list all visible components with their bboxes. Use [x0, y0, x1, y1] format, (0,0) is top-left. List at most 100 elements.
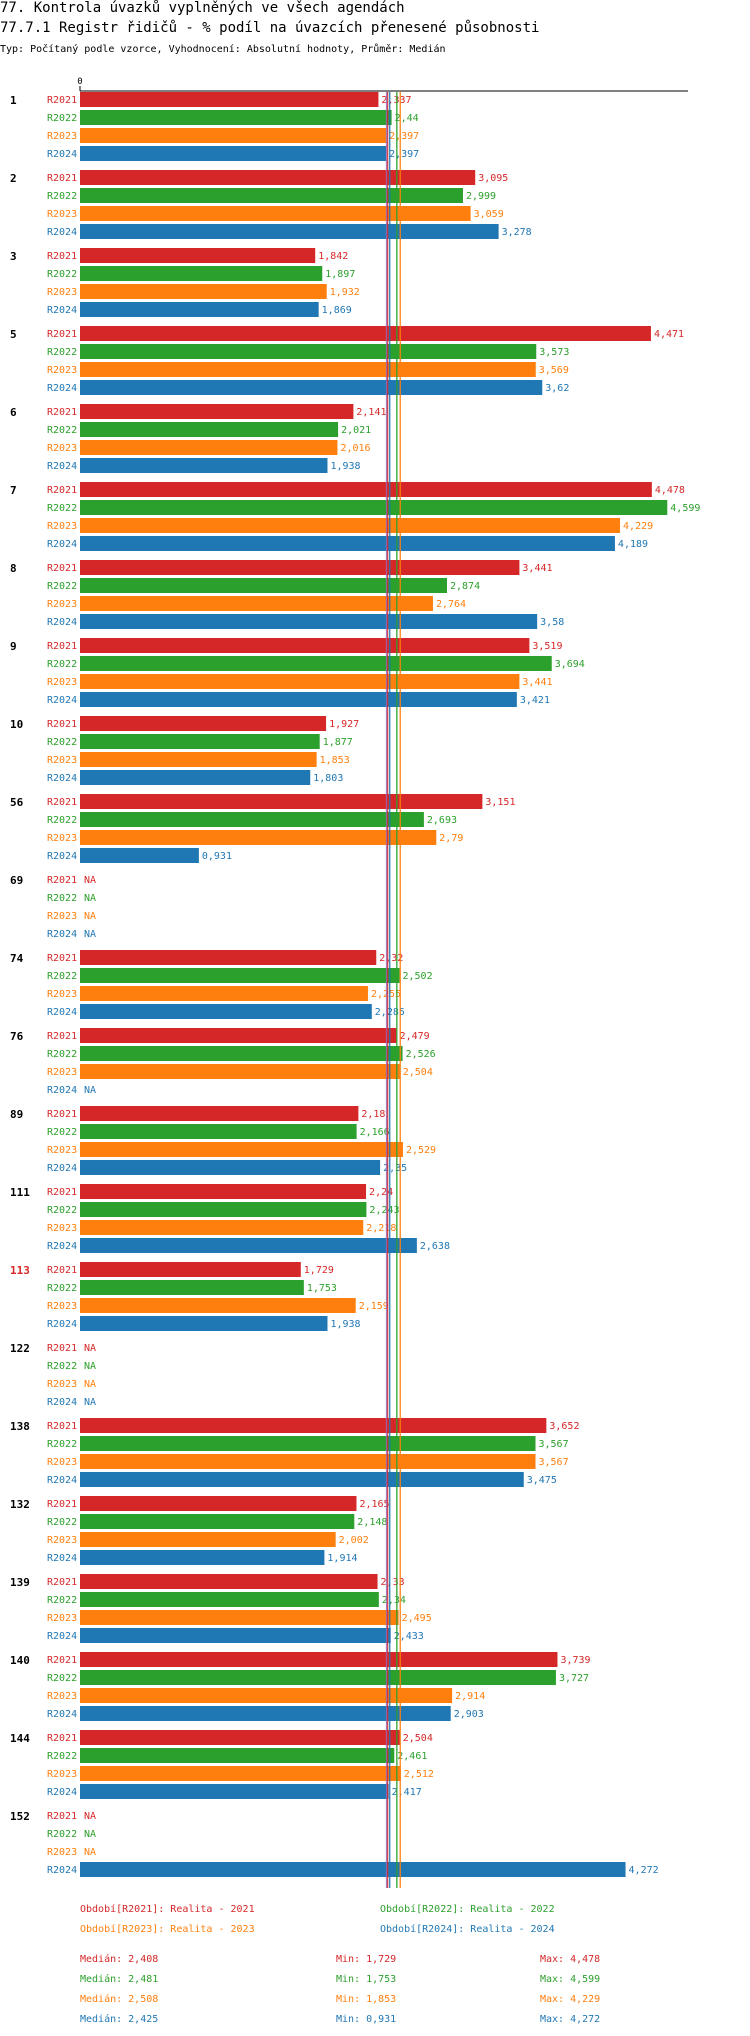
series-label: R2024 [47, 1475, 77, 1486]
bar [80, 92, 379, 107]
bar [80, 458, 328, 473]
data-label: 3,059 [474, 209, 504, 220]
data-label: 3,573 [539, 347, 569, 358]
bar [80, 1610, 399, 1625]
bar [80, 1748, 395, 1763]
data-label: 2,79 [439, 833, 463, 844]
series-label: R2024 [47, 929, 77, 940]
bar [80, 404, 354, 419]
data-label: 4,272 [629, 1865, 659, 1876]
bar [80, 1064, 400, 1079]
series-label: R2023 [47, 443, 77, 454]
missing-value-label: NA [84, 1811, 96, 1822]
bar [80, 770, 311, 785]
category-label: 140 [10, 1654, 30, 1667]
series-label: R2024 [47, 617, 77, 628]
data-label: 2,44 [395, 113, 419, 124]
data-label: 2,021 [341, 425, 371, 436]
data-label: 2,148 [357, 1517, 387, 1528]
bar [80, 1706, 451, 1721]
bar [80, 146, 387, 161]
stat-median: Medián: 2,508 [80, 1993, 158, 2005]
data-label: 2,417 [392, 1787, 422, 1798]
series-label: R2022 [47, 1361, 77, 1372]
series-label: R2021 [47, 1655, 77, 1666]
series-label: R2021 [47, 1577, 77, 1588]
bar [80, 1142, 403, 1157]
category-label: 9 [10, 640, 17, 653]
bar [80, 560, 520, 575]
series-label: R2024 [47, 1787, 77, 1798]
series-label: R2021 [47, 641, 77, 652]
series-label: R2024 [47, 1241, 77, 1252]
category-label: 132 [10, 1498, 30, 1511]
data-label: 2,016 [340, 443, 370, 454]
series-label: R2022 [47, 347, 77, 358]
bar [80, 344, 537, 359]
category-label: 69 [10, 874, 23, 887]
data-label: 1,914 [327, 1553, 357, 1564]
series-label: R2023 [47, 1223, 77, 1234]
series-label: R2023 [47, 1691, 77, 1702]
data-label: 2,34 [382, 1595, 406, 1606]
bar [80, 1418, 547, 1433]
bar [80, 812, 424, 827]
data-label: 0,931 [202, 851, 232, 862]
data-label: 4,599 [670, 503, 700, 514]
series-label: R2024 [47, 1865, 77, 1876]
bar [80, 1124, 357, 1139]
bar [80, 422, 339, 437]
missing-value-label: NA [84, 1847, 96, 1858]
data-label: 1,842 [318, 251, 348, 262]
bar [80, 638, 530, 653]
missing-value-label: NA [84, 875, 96, 886]
stat-max: Max: 4,478 [540, 1954, 600, 1965]
category-label: 56 [10, 796, 24, 809]
series-label: R2024 [47, 1319, 77, 1330]
bar [80, 692, 517, 707]
series-label: R2022 [47, 893, 77, 904]
series-label: R2024 [47, 851, 77, 862]
bar [80, 1238, 417, 1253]
bar [80, 1202, 367, 1217]
series-label: R2021 [47, 1421, 77, 1432]
bar [80, 1574, 378, 1589]
legend-entry: Období[R2021]: Realita - 2021 [80, 1903, 255, 1915]
bar [80, 1652, 558, 1667]
category-label: 144 [10, 1732, 30, 1745]
bar [80, 518, 621, 533]
series-label: R2023 [47, 911, 77, 922]
stat-min: Min: 1,729 [336, 1954, 396, 1965]
series-label: R2022 [47, 815, 77, 826]
bar [80, 1220, 364, 1235]
bar [80, 326, 651, 341]
data-label: 4,229 [623, 521, 653, 532]
series-label: R2022 [47, 1595, 77, 1606]
missing-value-label: NA [84, 911, 96, 922]
series-label: R2024 [47, 1709, 77, 1720]
series-label: R2024 [47, 227, 77, 238]
bar [80, 1004, 372, 1019]
category-label: 2 [10, 172, 17, 185]
category-label: 122 [10, 1342, 30, 1355]
bar [80, 596, 433, 611]
data-label: 3,569 [539, 365, 569, 376]
bar [80, 206, 471, 221]
missing-value-label: NA [84, 1085, 96, 1096]
bar [80, 248, 316, 263]
bar [80, 1106, 359, 1121]
series-label: R2022 [47, 971, 77, 982]
bar [80, 1316, 328, 1331]
data-label: 3,519 [532, 641, 562, 652]
category-label: 6 [10, 406, 17, 419]
data-label: 2,461 [397, 1751, 427, 1762]
data-label: 3,278 [502, 227, 532, 238]
series-label: R2021 [47, 875, 77, 886]
series-label: R2024 [47, 1007, 77, 1018]
category-label: 138 [10, 1420, 30, 1433]
data-label: 2,18 [361, 1109, 385, 1120]
data-label: 1,932 [330, 287, 360, 298]
bar [80, 830, 437, 845]
bar [80, 224, 499, 239]
